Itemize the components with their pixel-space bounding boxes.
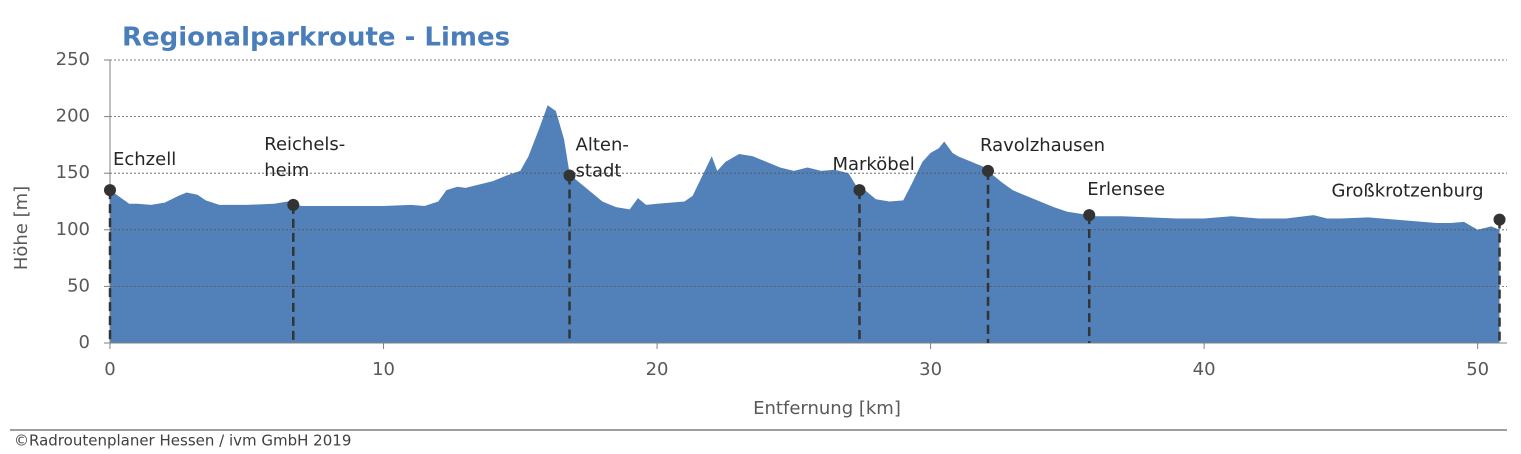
waypoint-label: stadt <box>576 160 622 181</box>
waypoint-label: Ravolzhausen <box>980 135 1105 156</box>
waypoint <box>1083 209 1096 222</box>
elevation-area <box>110 105 1500 343</box>
y-tick-label: 200 <box>56 106 90 127</box>
footer: ©Radroutenplaner Hessen / ivm GmbH 2019 <box>14 432 351 450</box>
chart-title: Regionalparkroute - Limes <box>122 23 510 53</box>
x-tick-label: 40 <box>1193 359 1216 380</box>
x-tick-label: 10 <box>372 359 395 380</box>
waypoint-label: Großkrotzenburg <box>1331 181 1483 202</box>
waypoint <box>1493 213 1506 226</box>
waypoint-label: heim <box>264 160 309 181</box>
waypoint <box>982 164 995 177</box>
waypoint <box>563 169 576 182</box>
waypoint <box>287 198 300 211</box>
x-tick-label: 0 <box>104 359 115 380</box>
waypoint-label: Erlensee <box>1087 179 1165 200</box>
waypoint-label: Marköbel <box>832 154 914 175</box>
x-tick-label: 50 <box>1466 359 1489 380</box>
waypoint-label: Alten- <box>576 134 629 155</box>
y-tick-label: 150 <box>56 162 90 183</box>
waypoint-label: Reichels- <box>264 134 345 155</box>
waypoint <box>104 184 116 197</box>
y-axis-title: Höhe [m] <box>11 186 32 270</box>
y-tick-label: 50 <box>67 275 90 296</box>
waypoint <box>853 184 866 197</box>
y-tick-label: 250 <box>56 49 90 70</box>
x-tick-label: 30 <box>919 359 942 380</box>
x-axis-title: Entfernung [km] <box>753 398 901 419</box>
y-tick-label: 100 <box>56 219 90 240</box>
x-tick-label: 20 <box>646 359 669 380</box>
y-tick-label: 0 <box>79 332 90 353</box>
waypoint-label: Echzell <box>113 149 176 170</box>
